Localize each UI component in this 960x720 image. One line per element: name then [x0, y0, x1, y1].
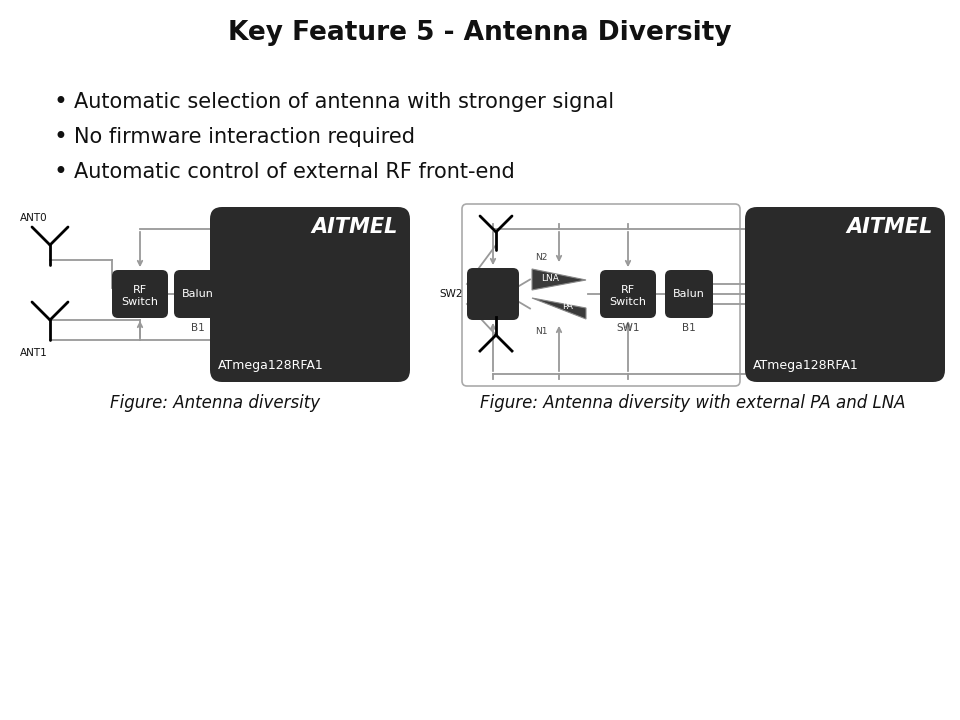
Text: N1: N1: [535, 327, 547, 336]
Polygon shape: [532, 269, 586, 290]
Text: AITMEL: AITMEL: [847, 217, 933, 237]
FancyBboxPatch shape: [600, 270, 656, 318]
Text: ANT0: ANT0: [20, 213, 48, 223]
FancyBboxPatch shape: [112, 270, 168, 318]
Text: ANT1: ANT1: [20, 348, 48, 358]
Text: B1: B1: [191, 323, 204, 333]
Text: RF: RF: [132, 285, 147, 295]
Text: •: •: [53, 160, 67, 184]
Text: ATmega128RFA1: ATmega128RFA1: [753, 359, 859, 372]
FancyBboxPatch shape: [745, 207, 945, 382]
Text: PA: PA: [563, 302, 573, 311]
Text: SW1: SW1: [616, 323, 639, 333]
Text: Switch: Switch: [122, 297, 158, 307]
Text: B1: B1: [683, 323, 696, 333]
Polygon shape: [532, 298, 586, 319]
Text: •: •: [53, 90, 67, 114]
Text: No firmware interaction required: No firmware interaction required: [74, 127, 415, 147]
Text: SW2: SW2: [440, 289, 463, 299]
Text: ATmega128RFA1: ATmega128RFA1: [218, 359, 324, 372]
Text: Switch: Switch: [610, 297, 646, 307]
Text: Automatic selection of antenna with stronger signal: Automatic selection of antenna with stro…: [74, 92, 614, 112]
Text: Automatic control of external RF front-end: Automatic control of external RF front-e…: [74, 162, 515, 182]
FancyBboxPatch shape: [467, 268, 519, 320]
Text: N2: N2: [535, 253, 547, 262]
Text: Balun: Balun: [673, 289, 705, 299]
Text: •: •: [53, 125, 67, 149]
Text: AITMEL: AITMEL: [312, 217, 398, 237]
Text: LNA: LNA: [541, 274, 560, 283]
Text: RF: RF: [621, 285, 636, 295]
Text: Key Feature 5 - Antenna Diversity: Key Feature 5 - Antenna Diversity: [228, 20, 732, 46]
FancyBboxPatch shape: [665, 270, 713, 318]
Text: Figure: Antenna diversity with external PA and LNA: Figure: Antenna diversity with external …: [480, 394, 905, 412]
FancyBboxPatch shape: [210, 207, 410, 382]
Text: Figure: Antenna diversity: Figure: Antenna diversity: [110, 394, 320, 412]
Text: Balun: Balun: [182, 289, 214, 299]
FancyBboxPatch shape: [174, 270, 222, 318]
